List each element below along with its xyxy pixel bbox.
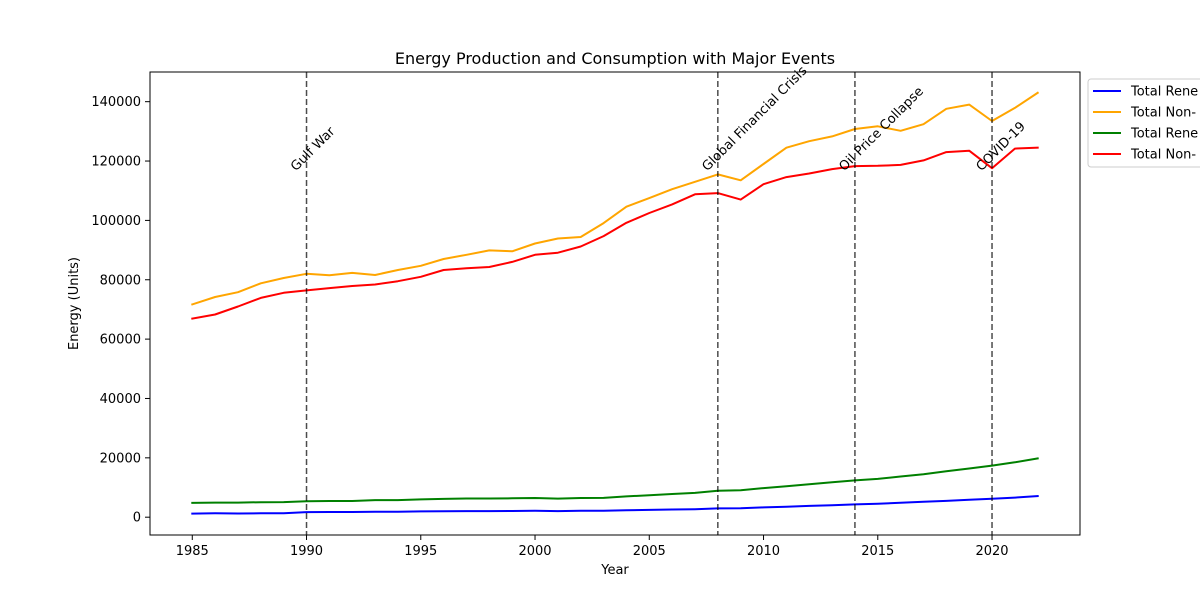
x-tick-label-2: 1990	[290, 544, 323, 559]
y-axis-label: Energy (Units)	[67, 257, 82, 350]
x-tick-label-6: 2010	[747, 544, 780, 559]
x-tick-label-5: 2005	[633, 544, 666, 559]
legend-label-4: Total Non-	[1130, 148, 1196, 163]
x-axis-label: Year	[600, 563, 629, 578]
series-line-4	[191, 146, 1039, 320]
y-tick-label-5: 80000	[100, 273, 141, 288]
y-tick-label-1: 0	[133, 511, 141, 526]
y-tick-label-4: 60000	[100, 333, 141, 348]
series-lines	[191, 91, 1040, 515]
y-tick-label-8: 140000	[91, 95, 141, 110]
x-tick-label-8: 2020	[975, 544, 1008, 559]
x-tick-label-3: 1995	[404, 544, 437, 559]
chart-title: Energy Production and Consumption with M…	[395, 49, 835, 68]
x-tick-label-4: 2000	[518, 544, 551, 559]
legend: Total Rene Total Non- Total Rene Total Non-	[1087, 78, 1200, 168]
y-tick-label-3: 40000	[100, 392, 141, 407]
y-tick-label-7: 120000	[91, 155, 141, 170]
legend-label-2: Total Non-	[1130, 106, 1196, 121]
series-line-1	[191, 495, 1039, 515]
y-tick-label-6: 100000	[91, 214, 141, 229]
legend-label-3: Total Rene	[1130, 127, 1198, 142]
series-line-3	[191, 457, 1039, 504]
legend-entries: Total Rene Total Non- Total Rene Total Non-	[1093, 85, 1198, 163]
x-tick-label-1: 1985	[176, 544, 209, 559]
legend-frame	[1087, 78, 1200, 168]
axes: 1985 1990 1995 2000 2005 2010 2015 2020 0 20000 40…	[91, 95, 1008, 559]
y-tick-label-2: 20000	[100, 451, 141, 466]
legend-label-1: Total Rene	[1130, 85, 1198, 100]
plot-area-frame	[149, 71, 1081, 536]
series-line-2	[191, 91, 1040, 306]
x-tick-label-7: 2015	[861, 544, 894, 559]
